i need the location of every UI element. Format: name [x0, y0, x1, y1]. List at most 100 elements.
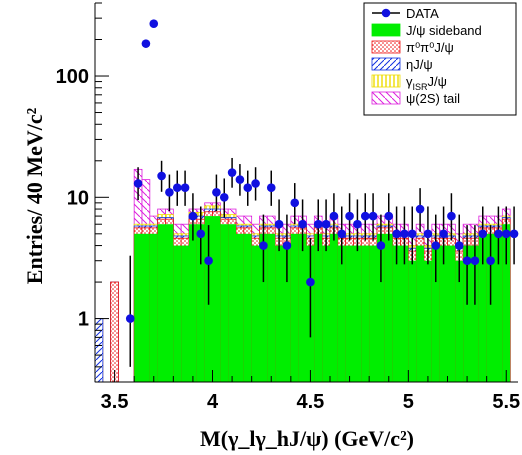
hist-bar: [267, 233, 276, 382]
hist-bar: [361, 245, 370, 382]
hist-bar: [259, 233, 268, 382]
legend-label: J/ψ sideband: [406, 23, 482, 38]
legend-entry: γISRJ/ψ: [371, 74, 447, 92]
data-point: [266, 183, 276, 192]
data-point: [360, 211, 370, 221]
hist-bar: [157, 224, 166, 382]
data-point: [494, 229, 503, 239]
data-point: [282, 241, 292, 250]
legend-swatch: [371, 23, 401, 37]
y-axis-title: Entries/ 40 MeV/c²: [22, 107, 47, 284]
data-point: [431, 241, 441, 250]
legend-label: π⁰π⁰J/ψ: [406, 40, 454, 55]
data-point: [470, 256, 480, 266]
hist-bar: [455, 260, 464, 382]
hist-bar: [228, 224, 236, 382]
y-tick-label: 10: [67, 187, 89, 209]
legend: DATA J/ψ sideband π⁰π⁰J/ψ ηJ/ψ γISRJ/ψψ(2S) …: [363, 2, 517, 116]
legend-label: DATA: [406, 6, 439, 21]
x-axis-label: M(γ_lγ_hJ/ψ) (GeV/c²): [200, 426, 414, 451]
x-tick-label: 5.5: [492, 391, 520, 413]
data-point: [313, 219, 323, 229]
data-point: [321, 219, 331, 229]
data-point: [501, 229, 511, 239]
data-point: [180, 183, 190, 192]
x-tick-label: 5: [403, 391, 414, 413]
hist-bar: [486, 233, 495, 382]
data-point: [172, 183, 182, 192]
hist-bar: [424, 260, 432, 382]
data-point: [157, 171, 166, 181]
hist-bar: [416, 245, 424, 382]
legend-entry: π⁰π⁰J/ψ: [371, 40, 454, 55]
hist-bar: [471, 245, 479, 382]
hist-bar: [408, 260, 417, 382]
hist-bar: [243, 233, 252, 382]
hist-bar: [236, 233, 244, 382]
legend-swatch: [371, 40, 401, 54]
legend-swatch: [381, 8, 391, 18]
hist-bar: [494, 233, 503, 382]
data-point: [290, 198, 300, 208]
hist-bar: [220, 224, 229, 382]
hist-bar: [353, 245, 362, 382]
hist-bar: [251, 245, 260, 382]
data-point: [376, 241, 386, 250]
legend-entry: ψ(2S) tail: [371, 91, 460, 106]
data-point: [204, 256, 213, 266]
series-data: [125, 19, 519, 367]
data-point: [454, 241, 464, 250]
hist-bar: [142, 233, 150, 382]
data-point: [219, 193, 229, 202]
data-point: [509, 229, 519, 239]
hist-bar: [196, 224, 205, 382]
series-j-sideband: [134, 216, 511, 382]
data-point: [274, 219, 284, 229]
data-point: [368, 211, 378, 221]
hist-bar: [447, 245, 456, 382]
hist-bar: [165, 224, 174, 382]
hist-bar: [173, 245, 182, 382]
hist-bar: [330, 233, 338, 382]
hist-bar: [502, 224, 511, 382]
hist-bar: [431, 245, 440, 382]
data-point: [125, 314, 135, 323]
hist-bar: [439, 245, 448, 382]
data-point: [478, 229, 488, 239]
legend-entry: ηJ/ψ: [371, 57, 433, 72]
axes: 3.5 4 4.5 5 5.5 1 10 100: [56, 2, 520, 413]
data-point: [329, 211, 339, 221]
y-tick-label: 100: [56, 66, 89, 88]
hist-bar: [212, 216, 221, 382]
legend-label: ηJ/ψ: [406, 57, 433, 72]
data-point: [141, 39, 151, 48]
hist-bar: [392, 245, 401, 382]
hist-bar: [181, 245, 189, 382]
data-point: [486, 256, 495, 266]
legend-entry: DATA: [372, 6, 439, 21]
y-tick-label: 1: [78, 309, 89, 331]
legend-swatch: [371, 57, 401, 71]
data-point: [447, 211, 456, 221]
hist-bar: [94, 318, 104, 383]
data-point: [188, 211, 198, 221]
hist-bar: [400, 245, 409, 382]
data-point: [337, 229, 347, 239]
hist-bar: [149, 233, 158, 382]
data-point: [133, 179, 143, 188]
data-point: [439, 229, 448, 239]
data-point: [407, 229, 417, 239]
data-point: [384, 211, 394, 221]
data-point: [149, 19, 159, 29]
data-point: [392, 229, 401, 239]
hist-bar: [189, 224, 197, 382]
hist-bar: [275, 245, 283, 382]
data-point: [227, 168, 237, 177]
legend-label: γISRJ/ψ: [406, 74, 447, 92]
hist-bar: [384, 233, 393, 382]
data-point: [423, 229, 433, 239]
hist-bar: [283, 245, 291, 382]
x-tick-label: 4: [207, 391, 219, 413]
data-point: [165, 187, 174, 197]
